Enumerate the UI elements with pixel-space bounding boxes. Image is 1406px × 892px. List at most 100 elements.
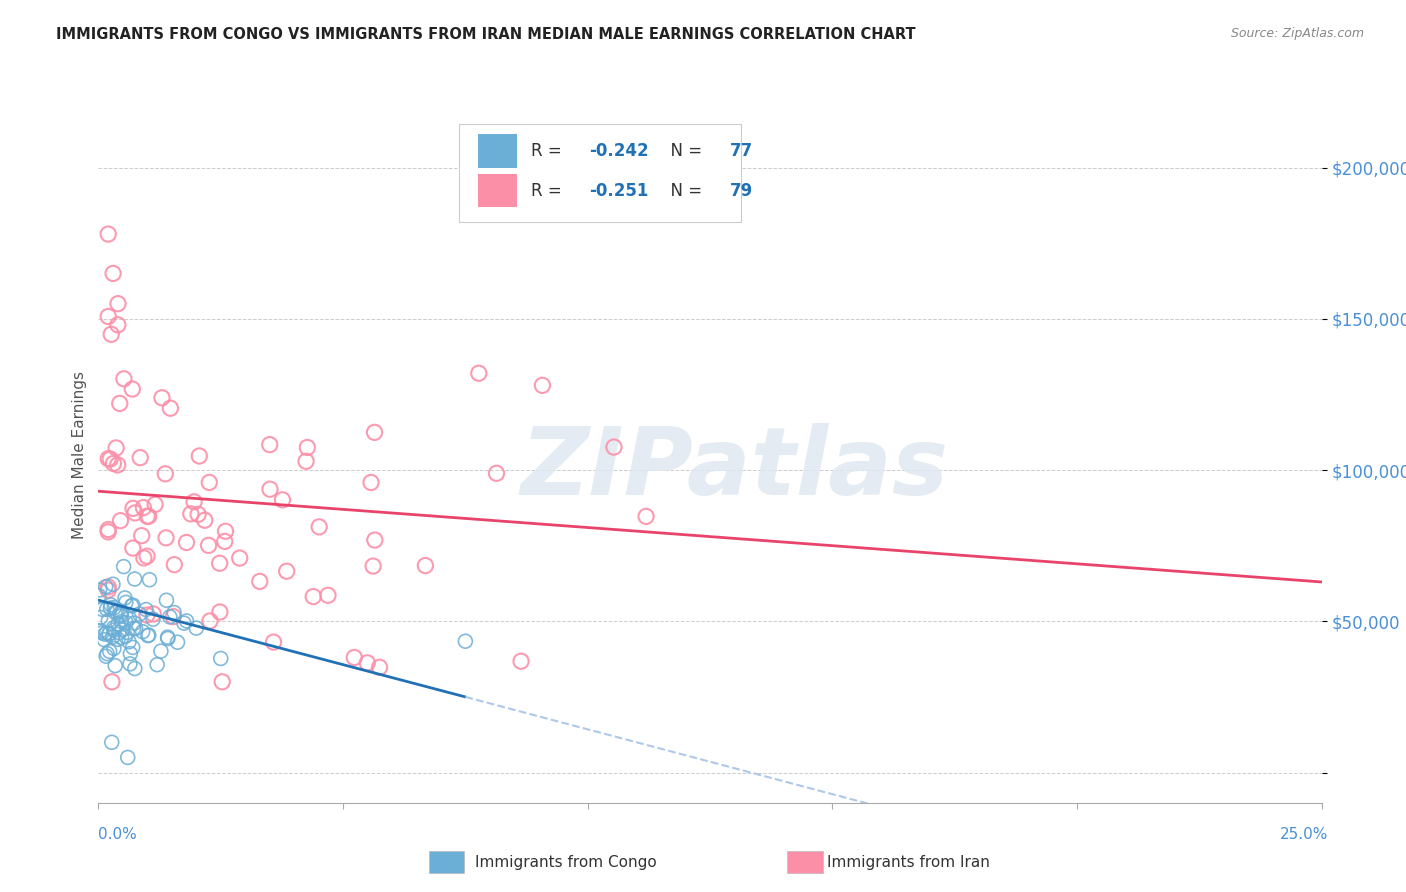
Point <box>97 627 120 641</box>
Point <box>97 523 120 537</box>
Point <box>364 533 387 547</box>
Point <box>156 632 179 646</box>
Point <box>103 641 125 656</box>
Point <box>138 509 160 524</box>
Point <box>100 327 122 342</box>
Point <box>103 623 125 637</box>
Point <box>97 524 120 539</box>
Text: R =: R = <box>531 142 568 160</box>
Point <box>138 573 160 587</box>
Point <box>98 452 121 467</box>
Text: N =: N = <box>659 142 707 160</box>
Point <box>98 626 121 640</box>
Point <box>510 654 533 668</box>
Point <box>110 615 132 629</box>
Point <box>214 534 236 549</box>
Point <box>211 674 233 689</box>
Point <box>361 559 384 574</box>
Point <box>96 647 118 661</box>
Point <box>91 602 114 616</box>
Point <box>173 616 195 631</box>
Point <box>163 606 186 620</box>
Point <box>94 580 117 594</box>
Point <box>149 644 172 658</box>
Point <box>97 310 120 324</box>
Point <box>114 629 136 643</box>
Point <box>97 451 120 466</box>
Point <box>121 640 143 655</box>
Point <box>91 626 114 640</box>
Point <box>100 735 122 749</box>
Point <box>356 656 378 670</box>
Point <box>155 593 177 607</box>
Point <box>114 591 136 605</box>
Point <box>176 535 198 549</box>
Text: N =: N = <box>659 182 707 200</box>
Text: 0.0%: 0.0% <box>98 827 138 841</box>
Text: ZIPatlas: ZIPatlas <box>520 423 949 515</box>
Point <box>93 632 115 647</box>
Point <box>120 647 142 661</box>
Point <box>132 550 155 565</box>
Text: Source: ZipAtlas.com: Source: ZipAtlas.com <box>1230 27 1364 40</box>
Point <box>104 605 127 619</box>
Point <box>363 425 385 440</box>
Point <box>485 467 508 481</box>
Point <box>302 590 325 604</box>
Point <box>100 598 122 612</box>
Point <box>122 621 145 635</box>
Point <box>343 650 366 665</box>
Point <box>143 497 166 511</box>
Point <box>101 267 124 281</box>
Point <box>308 520 330 534</box>
Point <box>101 674 124 689</box>
Point <box>90 624 112 638</box>
Point <box>97 227 120 241</box>
Point <box>368 660 391 674</box>
Point <box>115 615 138 630</box>
Point <box>110 514 132 528</box>
Point <box>124 506 146 520</box>
Point <box>214 524 236 539</box>
Point <box>142 612 165 626</box>
Point <box>97 583 120 598</box>
Point <box>124 572 146 586</box>
Point <box>111 623 134 637</box>
Point <box>132 500 155 515</box>
Point <box>108 396 131 410</box>
FancyBboxPatch shape <box>478 174 517 207</box>
Point <box>162 609 184 624</box>
Point <box>295 454 318 468</box>
Text: Immigrants from Congo: Immigrants from Congo <box>475 855 657 870</box>
Point <box>98 644 121 658</box>
Point <box>124 622 146 636</box>
Text: Immigrants from Iran: Immigrants from Iran <box>827 855 990 870</box>
Point <box>94 649 117 664</box>
Point <box>276 564 298 578</box>
Y-axis label: Median Male Earnings: Median Male Earnings <box>72 371 87 539</box>
Point <box>107 616 129 631</box>
Point <box>454 634 477 648</box>
Point <box>136 629 159 643</box>
Point <box>197 538 219 552</box>
Point <box>163 558 186 572</box>
Point <box>105 441 128 455</box>
Point <box>117 625 139 640</box>
Point <box>136 509 159 524</box>
Point <box>112 372 135 386</box>
Point <box>297 441 319 455</box>
Point <box>129 450 152 465</box>
Point <box>118 634 141 648</box>
Point <box>97 614 120 628</box>
Point <box>101 630 124 644</box>
Point <box>156 630 179 644</box>
Point <box>128 607 150 621</box>
Point <box>263 635 285 649</box>
Point <box>90 610 112 624</box>
Point <box>121 541 143 555</box>
Point <box>208 605 231 619</box>
Point <box>415 558 437 573</box>
Point <box>271 492 294 507</box>
Point <box>118 611 141 625</box>
Point <box>180 507 202 521</box>
